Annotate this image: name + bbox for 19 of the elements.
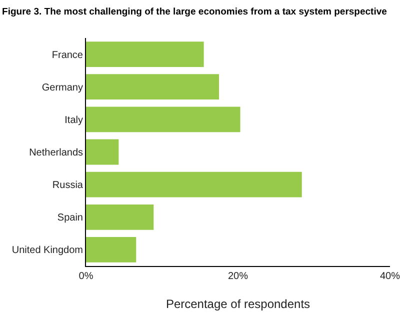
y-tick-label: Russia (52, 180, 84, 192)
y-tick-label: Italy (64, 114, 83, 126)
bar (86, 237, 136, 262)
bar (86, 42, 204, 67)
y-tick-label: France (52, 50, 84, 61)
y-tick-label: Netherlands (29, 148, 83, 158)
x-axis-title: Percentage of respondents (166, 296, 310, 311)
bar (86, 172, 302, 198)
bar (86, 74, 219, 100)
bar (86, 106, 240, 132)
y-tick-label: Germany (42, 82, 83, 94)
chart-title: Figure 3. The most challenging of the large economies from a tax system perspective (2, 6, 387, 18)
x-tick-label: 0% (78, 271, 94, 282)
y-tick-label: Spain (57, 212, 83, 224)
bar (86, 204, 154, 230)
bar (86, 139, 119, 165)
y-tick-label: United Kingdom (12, 245, 83, 256)
x-tick-label: 20% (228, 271, 248, 282)
x-tick-label: 40% (380, 271, 400, 282)
